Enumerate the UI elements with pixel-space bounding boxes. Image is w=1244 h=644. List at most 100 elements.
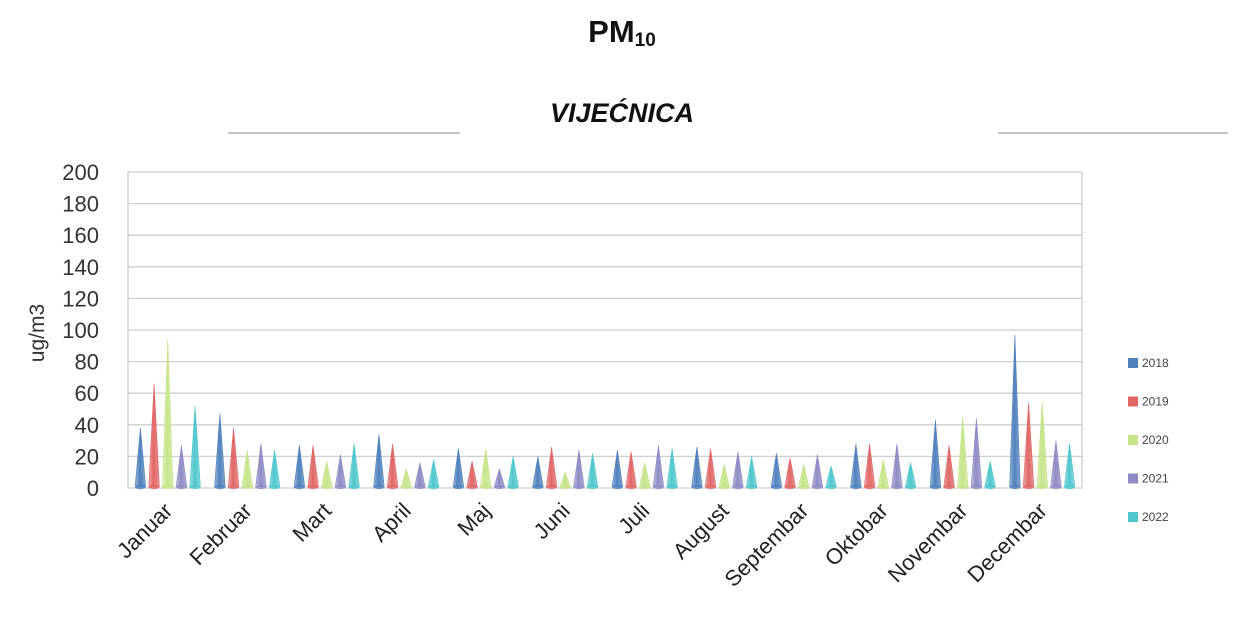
bar-base-2022-Decembar: [1064, 484, 1075, 490]
bar-base-2018-Januar: [135, 484, 146, 490]
data-marks: [134, 334, 1076, 490]
bar-base-2019-Juni: [546, 484, 557, 490]
y-tick-label: 140: [62, 255, 99, 280]
x-tick-label: Juli: [613, 498, 654, 539]
x-tick-label: Oktobar: [820, 498, 893, 571]
x-tick-label: Maj: [453, 498, 496, 541]
y-axis-ticks: 0 20 40 60 80 100 120 140 160 180 200: [62, 160, 99, 501]
bar-base-2020-Mart: [321, 484, 333, 490]
bar-base-2018-Oktobar: [850, 484, 862, 490]
bar-2021-Septembar: [811, 454, 824, 488]
bar-base-2020-Januar: [162, 484, 174, 490]
y-tick-label: 0: [87, 476, 99, 501]
bar-2020-August: [718, 464, 730, 488]
bar-2022-Decembar: [1063, 443, 1076, 488]
bar-2020-Februar: [241, 450, 253, 488]
bar-base-2019-Juli: [625, 484, 637, 490]
bar-2018-Septembar: [770, 453, 783, 488]
bar-2021-Oktobar: [891, 443, 903, 488]
bar-2019-Februar: [227, 427, 240, 488]
bar-2021-Novembar: [970, 418, 983, 488]
bar-2020-Juni: [559, 471, 572, 488]
bar-base-2020-Juli: [639, 484, 651, 490]
bar-2019-Juni: [545, 446, 558, 488]
x-tick-label: Decembar: [962, 498, 1051, 587]
bar-2019-Septembar: [784, 457, 796, 488]
bar-base-2022-Oktobar: [905, 484, 916, 490]
bar-base-2021-April: [414, 484, 426, 490]
bar-base-2018-Novembar: [930, 484, 941, 490]
y-tick-label: 60: [75, 381, 99, 406]
bar-base-2020-Novembar: [957, 484, 969, 490]
y-tick-label: 160: [62, 223, 99, 248]
bar-2018-August: [691, 446, 703, 488]
bar-base-2021-Septembar: [812, 484, 823, 490]
bar-2022-Novembar: [984, 461, 996, 488]
bar-base-2018-Juni: [532, 484, 544, 490]
bar-2019-Oktobar: [863, 443, 876, 488]
bar-base-2021-Februar: [255, 484, 267, 490]
bar-2021-Juli: [652, 445, 665, 488]
x-tick-label: August: [668, 498, 734, 564]
y-tick-label: 180: [62, 192, 99, 217]
bar-2022-August: [745, 456, 758, 488]
bar-base-2021-Oktobar: [891, 484, 903, 490]
bar-2020-Novembar: [957, 416, 969, 488]
bar-2022-April: [427, 459, 440, 488]
y-axis-title: ug/m3: [26, 304, 49, 362]
y-tick-label: 200: [62, 160, 99, 185]
bar-2020-Decembar: [1036, 401, 1048, 488]
bar-base-2019-August: [705, 484, 716, 490]
bar-2022-Oktobar: [904, 462, 917, 488]
bar-2019-August: [704, 448, 717, 488]
gridlines: [127, 171, 1083, 489]
bar-2022-Juni: [586, 453, 599, 488]
legend-swatch-2019: [1128, 396, 1138, 407]
bar-2022-Juli: [666, 448, 678, 488]
bar-base-2021-Decembar: [1050, 484, 1062, 490]
bar-base-2021-Juli: [653, 484, 664, 490]
x-tick-label: Juni: [529, 498, 575, 544]
bar-base-2019-Mart: [307, 484, 319, 490]
bar-base-2022-Septembar: [825, 484, 837, 490]
bar-base-2022-Mart: [348, 484, 360, 490]
bar-2018-Mart: [293, 445, 306, 488]
bar-2018-Novembar: [929, 420, 942, 488]
x-tick-label: April: [367, 498, 416, 547]
bar-base-2022-August: [746, 484, 757, 490]
x-tick-label: Mart: [287, 498, 336, 547]
bar-base-2022-Juni: [587, 484, 598, 490]
bar-base-2018-Februar: [214, 484, 226, 490]
bar-2022-Mart: [348, 443, 360, 488]
bar-base-2019-Oktobar: [864, 484, 875, 490]
bar-2018-Decembar: [1009, 334, 1021, 488]
bar-2020-Mart: [321, 461, 333, 488]
bar-base-2022-Maj: [507, 484, 519, 490]
bar-2021-Maj: [493, 467, 506, 488]
bar-base-2018-Mart: [294, 484, 305, 490]
bar-base-2020-Decembar: [1036, 484, 1048, 490]
bar-base-2021-Novembar: [971, 484, 982, 490]
bar-2020-Oktobar: [877, 459, 889, 488]
bar-2018-Juli: [611, 450, 624, 488]
bar-2018-Januar: [134, 427, 147, 488]
bar-2019-Maj: [466, 461, 478, 488]
chart-title: PM10: [0, 14, 1244, 52]
legend-label-2018: 2018: [1142, 356, 1169, 370]
y-tick-label: 120: [62, 286, 99, 311]
bar-2020-Juli: [639, 462, 651, 488]
bar-2018-Juni: [532, 456, 544, 488]
bar-base-2020-August: [718, 484, 730, 490]
x-tick-label: Januar: [112, 498, 177, 563]
bar-base-2019-Februar: [228, 484, 239, 490]
bar-base-2018-Maj: [453, 484, 464, 490]
bar-base-2018-Septembar: [771, 484, 782, 490]
bar-base-2019-Septembar: [784, 484, 796, 490]
legend-swatch-2018: [1128, 358, 1138, 368]
y-tick-label: 100: [62, 318, 99, 343]
legend-label-2021: 2021: [1142, 472, 1169, 486]
bar-base-2021-Juni: [573, 484, 585, 490]
y-tick-label: 80: [75, 350, 99, 375]
legend-label-2020: 2020: [1142, 433, 1169, 447]
